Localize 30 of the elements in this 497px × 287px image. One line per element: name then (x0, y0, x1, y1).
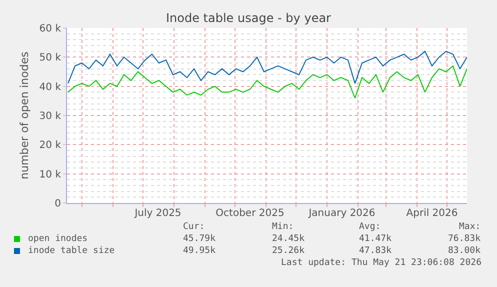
y-axis-title: number of open inodes (18, 51, 31, 180)
text: 83.00k (448, 246, 482, 256)
text: 45.79k (183, 234, 216, 244)
y-tick-label: 10 k (39, 169, 62, 180)
text: Max: (459, 222, 481, 232)
legend-label: inode table size (28, 246, 115, 256)
y-tick-label: 0 (54, 198, 61, 210)
text: Last update: Thu May 21 23:06:08 2026 (281, 258, 482, 268)
legend-label: open inodes (28, 234, 88, 244)
y-tick-label: 60 k (39, 24, 62, 34)
chart-title: Inode table usage - by year (166, 11, 332, 26)
x-tick-label: October 2025 (216, 208, 284, 219)
y-tick-label: 20 k (39, 140, 62, 152)
line-series (68, 65, 467, 98)
x-tick-label: January 2026 (308, 208, 376, 219)
text: 25.26k (272, 246, 306, 256)
text: 41.47k (359, 234, 392, 244)
text: 76.83k (448, 234, 482, 244)
text: 24.45k (272, 234, 306, 244)
text: Cur: (183, 222, 205, 232)
x-tick-label: April 2026 (406, 208, 458, 219)
y-tick-label: 40 k (39, 82, 62, 93)
text: Avg: (359, 222, 381, 232)
text: 47.83k (359, 246, 392, 256)
text: 49.95k (183, 246, 216, 256)
line-series (68, 50, 467, 84)
text: Min: (272, 222, 294, 232)
y-tick-label: 30 k (39, 111, 62, 122)
x-tick-label: July 2025 (134, 208, 182, 219)
y-tick-label: 50 k (39, 52, 62, 64)
